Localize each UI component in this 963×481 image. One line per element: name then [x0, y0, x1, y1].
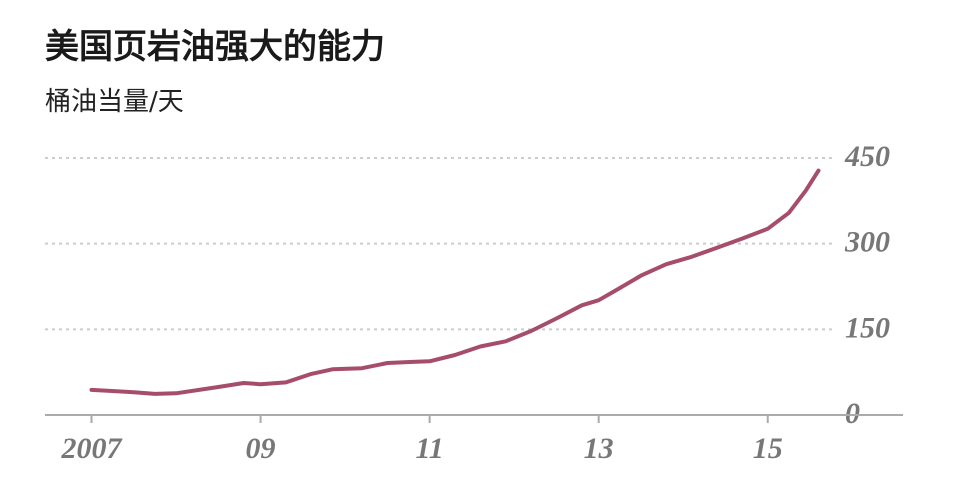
x-tick-label: 11 — [415, 432, 443, 465]
y-tick-label: 300 — [844, 226, 890, 259]
y-tick-label: 0 — [845, 397, 860, 430]
x-tick-label: 2007 — [60, 432, 122, 465]
y-tick-label: 150 — [845, 311, 890, 344]
x-tick-label: 15 — [753, 432, 783, 465]
x-tick-label: 09 — [246, 432, 276, 465]
chart-subtitle: 桶油当量/天 — [45, 87, 184, 117]
x-tick-label: 13 — [584, 432, 614, 465]
chart-title: 美国页岩油强大的能力 — [45, 27, 385, 67]
y-tick-label: 450 — [844, 140, 890, 173]
data-line — [89, 168, 821, 396]
